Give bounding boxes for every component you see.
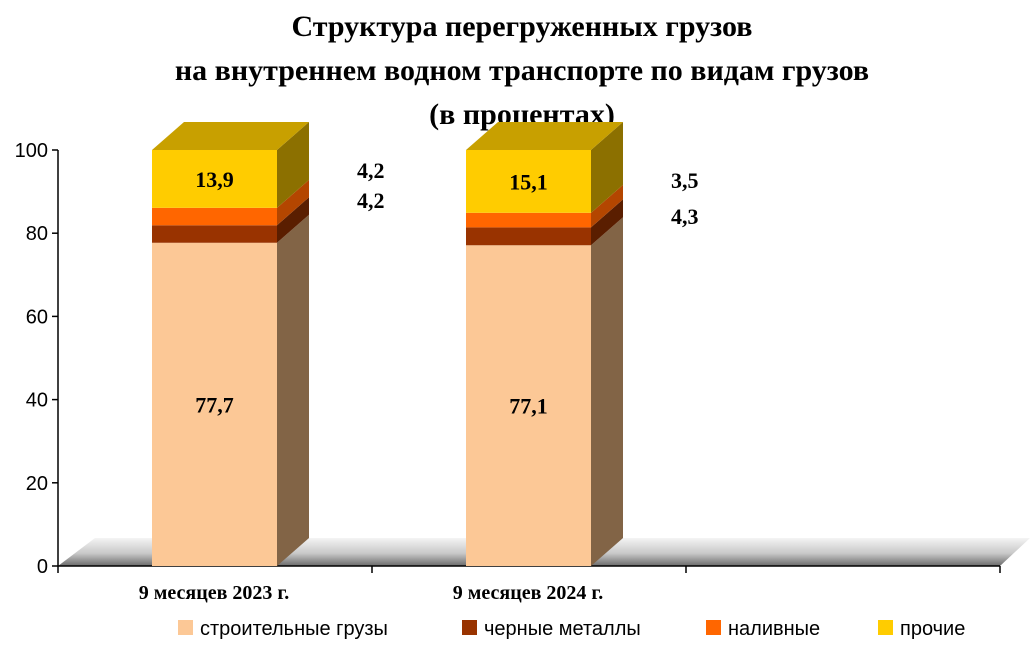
bar-front-1-2 <box>152 225 277 243</box>
data-label-ferrous-1: 4,2 <box>357 188 385 213</box>
legend-label-3: наливные <box>728 618 820 640</box>
y-tick-label: 60 <box>26 306 48 328</box>
bar-front-2-4 <box>466 150 591 213</box>
legend-swatch-1 <box>178 620 193 635</box>
bar-side-1-4 <box>277 122 309 208</box>
data-label-liquid-1: 4,2 <box>357 158 385 183</box>
bar-front-1-1 <box>152 242 277 566</box>
bar-front-2-1 <box>466 245 591 566</box>
y-tick-label: 0 <box>37 556 48 578</box>
chart-title-line-1: Структура перегруженных грузов <box>291 10 752 43</box>
bar-side-2-2 <box>591 199 623 246</box>
bar-side-1-2 <box>277 197 309 243</box>
bar-front-1-4 <box>152 150 277 208</box>
data-label-construction-1: 77,7 <box>195 392 234 417</box>
bar-side-2-3 <box>591 184 623 228</box>
bar-side-2-4 <box>591 122 623 213</box>
bars <box>152 122 623 566</box>
bar-front-1-3 <box>152 207 277 226</box>
legend-label-4: прочие <box>900 618 965 640</box>
legend-label-2: черные металлы <box>484 618 641 640</box>
category-label-2: 9 месяцев 2024 г. <box>453 582 603 604</box>
bar-side-2-1 <box>591 217 623 566</box>
legend: строительные грузы черные металлы наливные… <box>178 618 965 640</box>
chart-title-line-2: на внутреннем водном транспорте по видам… <box>175 54 869 87</box>
category-labels: 9 месяцев 2023 г. 9 месяцев 2024 г. <box>139 582 603 604</box>
legend-label-1: строительные грузы <box>200 618 388 640</box>
data-label-other-1: 13,9 <box>195 167 234 192</box>
bar-side-1-1 <box>277 214 309 566</box>
y-tick-label: 100 <box>15 140 48 162</box>
category-label-1: 9 месяцев 2023 г. <box>139 582 289 604</box>
bar-front-2-2 <box>466 227 591 246</box>
data-label-construction-2: 77,1 <box>509 394 548 419</box>
legend-swatch-2 <box>462 620 477 635</box>
legend-swatch-4 <box>878 620 893 635</box>
y-axis-ticks: 0 20 40 60 80 100 <box>15 140 58 578</box>
x-axis-ticks <box>57 566 1001 573</box>
y-tick-label: 80 <box>26 223 48 245</box>
data-labels: 77,7 13,9 4,2 4,2 77,1 15,1 4,3 3,5 <box>195 158 698 419</box>
data-label-other-2: 15,1 <box>509 169 548 194</box>
legend-swatch-3 <box>706 620 721 635</box>
y-tick-label: 40 <box>26 390 48 412</box>
data-label-liquid-2: 3,5 <box>671 168 699 193</box>
bar-front-2-3 <box>466 212 591 228</box>
bar-top-2 <box>466 122 623 150</box>
bar-top-1 <box>152 122 309 150</box>
data-label-ferrous-2: 4,3 <box>671 204 699 229</box>
bar-side-1-3 <box>277 179 309 226</box>
y-tick-label: 20 <box>26 473 48 495</box>
chart-title: Структура перегруженных грузов на внутре… <box>175 10 869 131</box>
